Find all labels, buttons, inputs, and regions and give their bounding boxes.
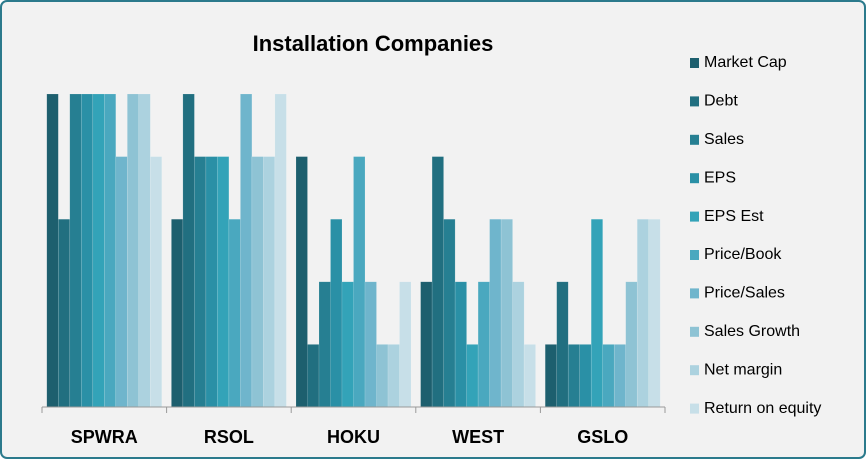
x-tick-label: GSLO [577, 427, 628, 447]
bar [512, 281, 525, 408]
bar [228, 218, 241, 408]
legend-swatch [690, 250, 699, 260]
bar [115, 156, 128, 408]
bar [613, 344, 626, 408]
bar [69, 93, 82, 408]
bar [387, 344, 400, 408]
bar [274, 93, 287, 408]
legend-label: Return on equity [704, 400, 821, 417]
bar [205, 156, 218, 408]
bar [364, 281, 377, 408]
bar [431, 156, 444, 408]
bar [523, 344, 536, 408]
x-tick-label: SPWRA [71, 427, 138, 447]
bar [625, 281, 638, 408]
x-tick-label: HOKU [327, 427, 380, 447]
legend-label: Price/Book [704, 246, 782, 263]
legend-label: EPS Est [704, 208, 764, 225]
bar [648, 218, 661, 408]
legend-label: Price/Sales [704, 285, 785, 302]
legend-swatch [690, 96, 699, 107]
bar [376, 344, 389, 408]
bar [636, 218, 649, 408]
x-tick-label: RSOL [204, 427, 254, 447]
bar [489, 218, 502, 408]
legend-swatch [690, 365, 699, 376]
bar [602, 344, 615, 408]
bar [138, 93, 151, 408]
legend-swatch [690, 326, 699, 337]
bar [420, 281, 433, 408]
bar [318, 281, 331, 408]
legend-swatch [690, 211, 699, 222]
bar [307, 344, 320, 408]
legend-label: Net margin [704, 361, 782, 378]
bar [556, 281, 569, 408]
legend-label: Sales [704, 131, 744, 148]
bar [443, 218, 456, 408]
bar [171, 218, 184, 408]
bar [127, 93, 140, 408]
bar [500, 218, 513, 408]
legend-swatch [690, 134, 699, 145]
bar [263, 156, 276, 408]
legend-label: Market Cap [704, 54, 787, 71]
bar [240, 93, 253, 408]
bar [251, 156, 264, 408]
bar [477, 281, 490, 408]
bar [182, 93, 195, 408]
chart-title: Installation Companies [253, 31, 494, 56]
bar [454, 281, 467, 408]
bar [567, 344, 580, 408]
bar [81, 93, 94, 408]
legend-label: Sales Growth [704, 323, 800, 340]
bar [544, 344, 557, 408]
bar [194, 156, 207, 408]
bar [353, 156, 366, 408]
bar [341, 281, 354, 408]
bar [579, 344, 592, 408]
legend-swatch [690, 58, 699, 68]
bar [46, 93, 59, 408]
bar [104, 93, 117, 408]
x-tick-label: WEST [452, 427, 504, 447]
bar [58, 218, 71, 408]
bar [217, 156, 230, 408]
bar [92, 93, 105, 408]
legend-label: EPS [704, 169, 736, 186]
legend-swatch [690, 173, 699, 184]
legend-label: Debt [704, 93, 738, 110]
bar [399, 281, 412, 408]
bar [590, 218, 603, 408]
legend-swatch [690, 403, 699, 414]
bar [295, 156, 308, 408]
legend-swatch [690, 288, 699, 299]
bar [150, 156, 163, 408]
bar [330, 218, 343, 408]
bar [466, 344, 479, 408]
